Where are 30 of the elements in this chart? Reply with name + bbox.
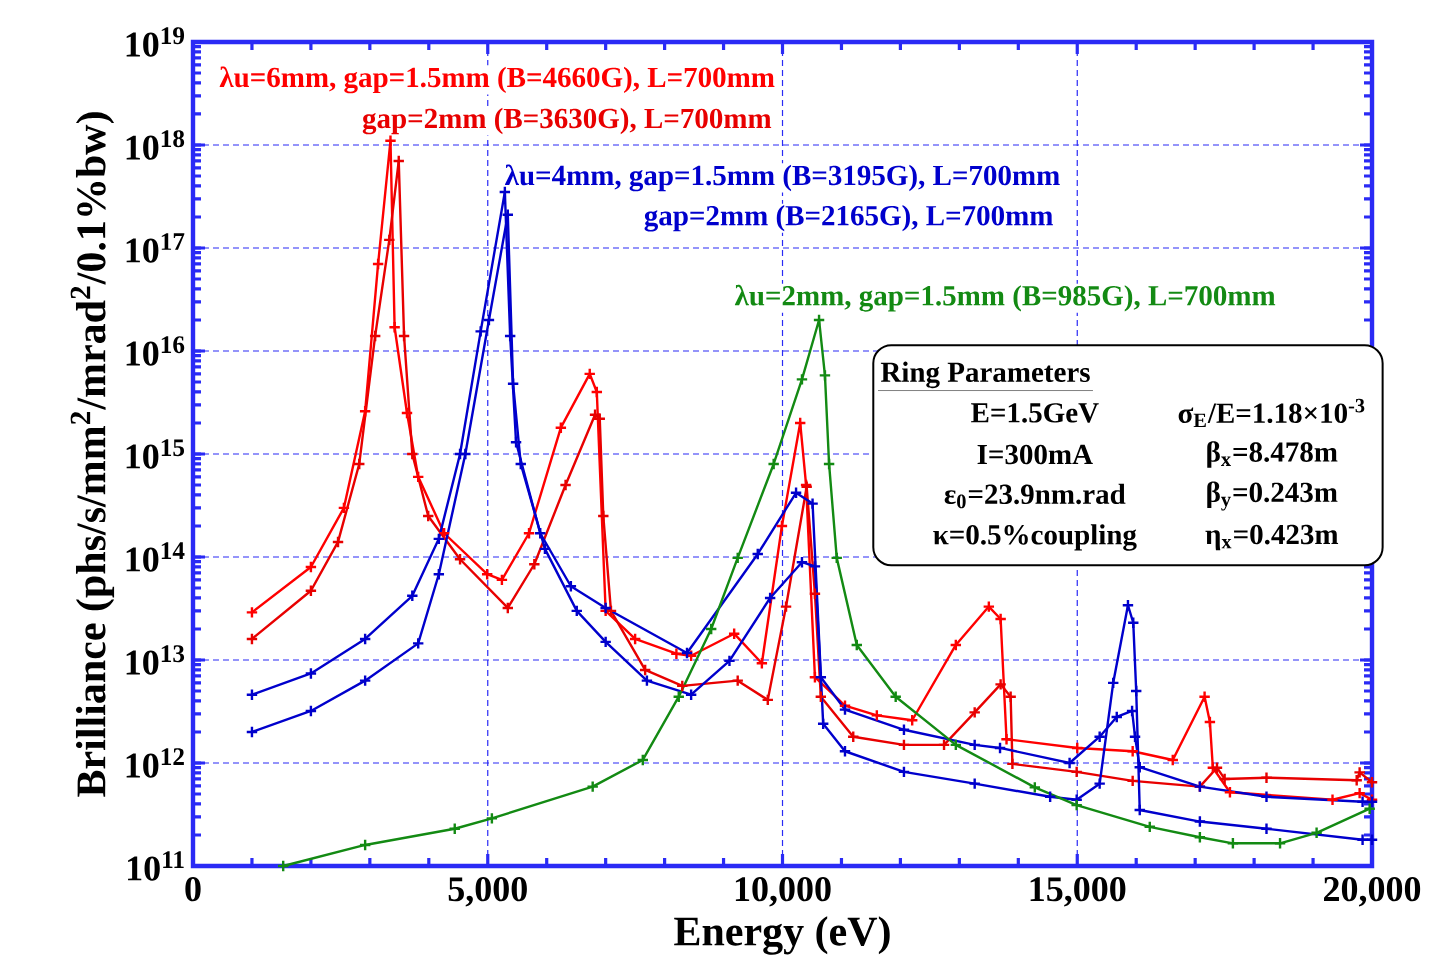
series-label: λu=4mm, gap=1.5mm (B=3195G), L=700mm xyxy=(505,164,1060,192)
annotation: ε$_{0}$=23.9nm.rad xyxy=(944,483,1126,509)
text: λu=2mm, gap=1.5mm (B=985G), L=700mm xyxy=(734,284,1276,312)
x-axis-title: Energy (eV) xyxy=(674,916,890,955)
y-tick-label: 10$^{12}$ xyxy=(126,748,184,778)
text: gap=2mm (B=2165G), L=700mm xyxy=(644,205,1053,232)
annotation: β$_{x}$=8.478m xyxy=(1207,441,1338,468)
x-tick-label: 15,000 xyxy=(1030,877,1126,907)
annotation: κ=0.5%coupling xyxy=(933,524,1137,551)
y-axis-title: Brilliance (phs/s/mm$^{2}$/mrad$^{2}$/0.1%bw) xyxy=(70,112,115,797)
y-tick-label: 10$^{15}$ xyxy=(126,439,185,469)
annotation: E=1.5GeV xyxy=(971,403,1099,423)
text: λu=6mm, gap=1.5mm (B=4660G), L=700mm xyxy=(219,66,775,94)
y-tick-label: 10$^{16}$ xyxy=(126,336,185,366)
x-tick-label: 10,000 xyxy=(735,877,831,907)
y-tick-label: 10$^{17}$ xyxy=(126,233,185,263)
y-tick-label: 10$^{19}$ xyxy=(126,27,185,57)
x-tick-label: 20,000 xyxy=(1324,877,1421,907)
annotation: Ring Parameters xyxy=(880,361,1090,389)
series-label: gap=2mm (B=3630G), L=700mm xyxy=(362,107,772,135)
annotation: η$_{x}$=0.423m xyxy=(1205,524,1339,551)
y-tick-label: 10$^{11}$ xyxy=(128,851,184,881)
y-tick-label: 10$^{18}$ xyxy=(126,130,185,160)
annotation: σ$_{E}$/E=1.18×10$^{-3}$ xyxy=(1178,398,1365,428)
x-tick-label: 0 xyxy=(185,877,201,902)
y-tick-label: 10$^{13}$ xyxy=(126,645,185,675)
y-tick-label: 10$^{14}$ xyxy=(126,542,185,572)
annotation: I=300mA xyxy=(977,444,1093,465)
x-tick-label: 5,000 xyxy=(448,877,527,907)
annotation: β$_{y}$=0.243m xyxy=(1207,481,1338,511)
